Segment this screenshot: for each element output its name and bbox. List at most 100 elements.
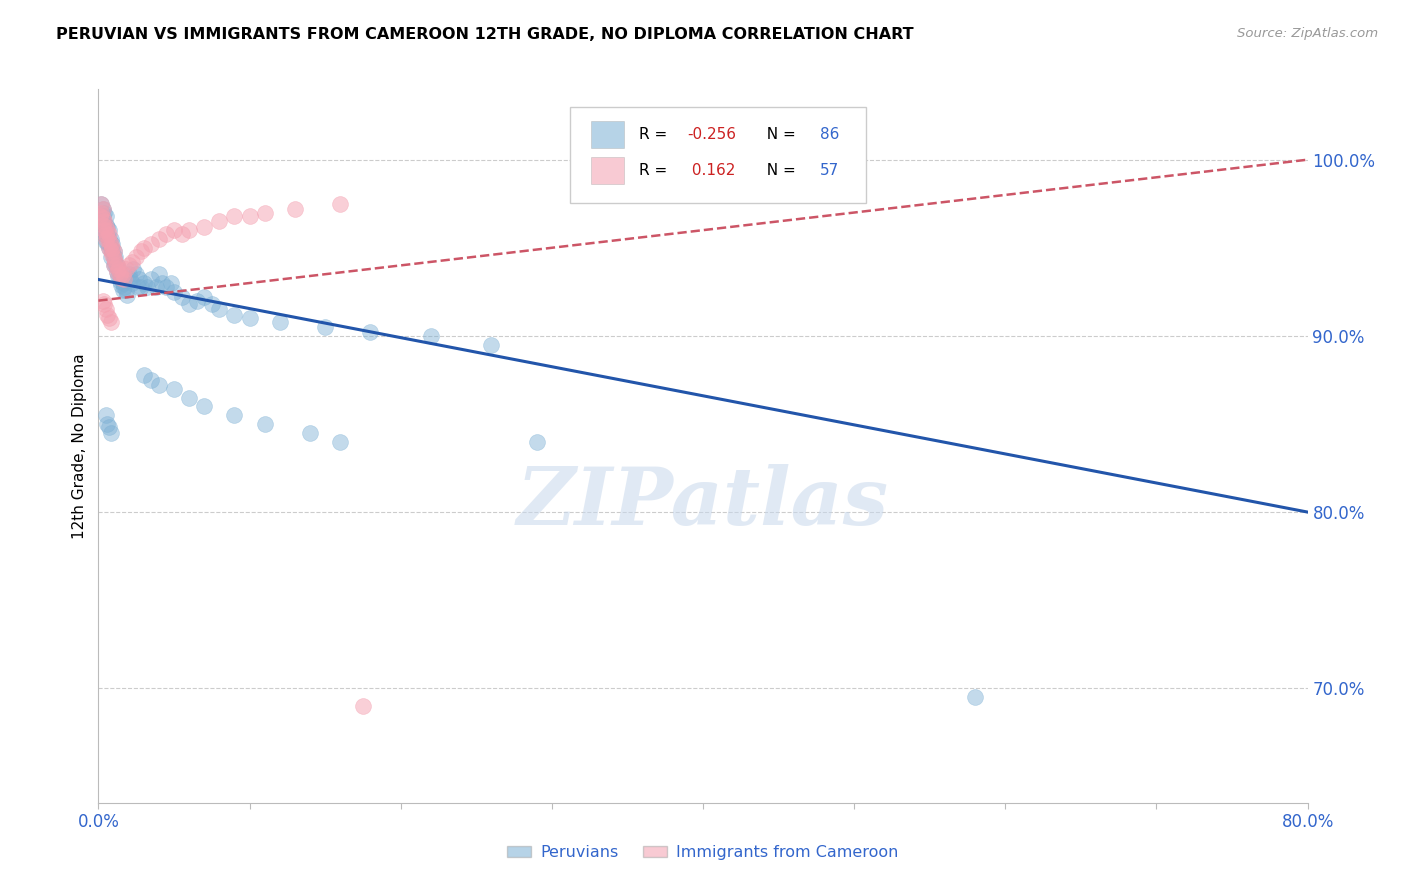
Text: R =: R = (638, 128, 672, 143)
Point (121, 276, 143, 290)
Point (107, 261, 129, 276)
Point (155, 227, 177, 241)
Point (93, 218, 115, 232)
Point (94, 235, 117, 250)
Point (96, 228, 118, 243)
Point (98, 227, 121, 241)
Point (112, 279, 135, 293)
Point (93, 205, 115, 219)
Point (108, 267, 131, 281)
Point (329, 434, 352, 449)
Point (94, 227, 117, 241)
Point (224, 209, 246, 223)
Point (114, 261, 136, 276)
Point (100, 237, 122, 252)
Point (103, 252, 125, 266)
Point (104, 255, 127, 269)
Text: R =: R = (638, 163, 672, 178)
Point (179, 391, 201, 405)
Point (170, 290, 193, 304)
Point (94, 218, 117, 232)
FancyBboxPatch shape (591, 121, 624, 148)
Point (160, 276, 183, 290)
Point (107, 261, 129, 276)
Point (93, 223, 115, 237)
Point (107, 268, 129, 283)
Point (101, 244, 124, 259)
Point (94, 302, 117, 317)
Point (155, 279, 177, 293)
Point (110, 270, 132, 285)
Point (239, 209, 262, 223)
Point (284, 202, 307, 216)
Point (148, 378, 170, 392)
Point (91, 202, 114, 216)
Point (103, 259, 125, 273)
Point (132, 241, 155, 255)
Point (91, 202, 114, 216)
Point (100, 425, 122, 440)
Point (110, 277, 132, 292)
Point (98, 241, 121, 255)
Point (89, 209, 111, 223)
Point (105, 265, 128, 279)
Point (110, 270, 132, 285)
Point (111, 283, 134, 297)
Text: Source: ZipAtlas.com: Source: ZipAtlas.com (1237, 27, 1378, 40)
Text: PERUVIAN VS IMMIGRANTS FROM CAMEROON 12TH GRADE, NO DIPLOMA CORRELATION CHART: PERUVIAN VS IMMIGRANTS FROM CAMEROON 12T… (56, 27, 914, 42)
Point (91, 214, 114, 228)
Point (111, 276, 134, 290)
Point (329, 196, 352, 211)
Point (201, 297, 224, 311)
Point (120, 272, 142, 286)
Point (100, 244, 122, 259)
Point (100, 232, 122, 246)
Point (179, 297, 201, 311)
Point (108, 267, 131, 281)
Point (101, 237, 124, 252)
Point (132, 368, 155, 382)
Text: 0.162: 0.162 (688, 163, 735, 178)
Point (269, 315, 291, 329)
Point (208, 302, 231, 317)
Point (224, 408, 246, 422)
Point (111, 267, 134, 281)
Point (224, 308, 246, 322)
Point (98, 241, 121, 255)
Point (193, 400, 215, 414)
Point (90, 196, 112, 211)
Point (420, 329, 443, 343)
Point (163, 285, 186, 299)
Point (253, 205, 276, 219)
Point (125, 250, 148, 264)
Point (314, 320, 336, 334)
Point (163, 382, 186, 396)
Point (141, 237, 163, 252)
Point (141, 373, 163, 387)
Point (193, 219, 215, 234)
Point (163, 223, 186, 237)
Point (101, 248, 124, 262)
Point (91, 209, 114, 223)
Point (965, 690, 987, 704)
Point (91, 293, 114, 308)
Point (132, 276, 155, 290)
Point (148, 232, 170, 246)
Point (96, 235, 118, 250)
Text: ZIPatlas: ZIPatlas (517, 465, 889, 541)
Point (208, 214, 231, 228)
Point (360, 326, 382, 340)
Point (100, 250, 122, 264)
Point (103, 252, 125, 266)
Point (96, 308, 118, 322)
Point (96, 219, 118, 234)
Point (186, 293, 208, 308)
Text: -0.256: -0.256 (688, 128, 737, 143)
Point (91, 211, 114, 225)
Point (93, 297, 115, 311)
Point (105, 259, 128, 273)
Point (141, 272, 163, 286)
Point (239, 311, 262, 326)
Point (145, 279, 167, 293)
Point (100, 241, 122, 255)
